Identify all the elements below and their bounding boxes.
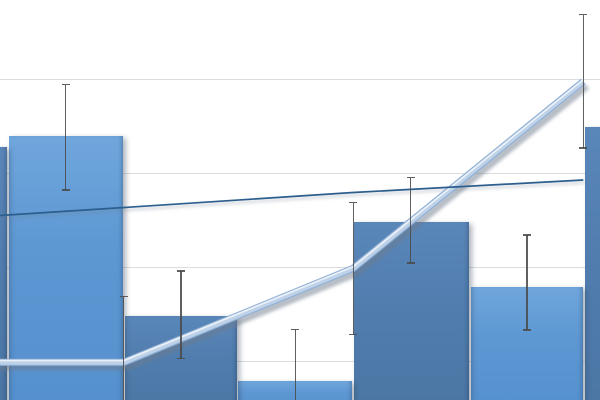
error-bar-cap [119,295,128,298]
error-bar-cap [177,357,185,360]
error-bar-cap [177,270,185,272]
error-bar-stem [294,329,296,400]
error-bar-cap [579,147,588,149]
error-bar-cap [406,262,415,264]
error-bar-stem [526,235,528,330]
gridline [0,78,600,80]
error-bar-cap [291,328,300,331]
error-bar-cap [523,234,531,236]
error-bar-cap [61,189,70,191]
error-bar-stem [123,296,125,400]
error-bar-stem [65,84,67,190]
error-bar-cap [406,176,415,179]
error-bar-cap [349,201,358,204]
error-bar-stem [180,271,182,359]
error-bar-stem [352,202,354,335]
error-bar-cap [579,13,588,16]
error-bar-cap [61,83,70,86]
column-bar-dark[interactable] [0,147,8,400]
error-bar-cap [349,333,358,336]
error-bar-cap [523,329,531,331]
error-bar-stem [582,14,584,148]
error-bar-stem [410,177,412,263]
column-bar-dark[interactable] [585,126,600,400]
